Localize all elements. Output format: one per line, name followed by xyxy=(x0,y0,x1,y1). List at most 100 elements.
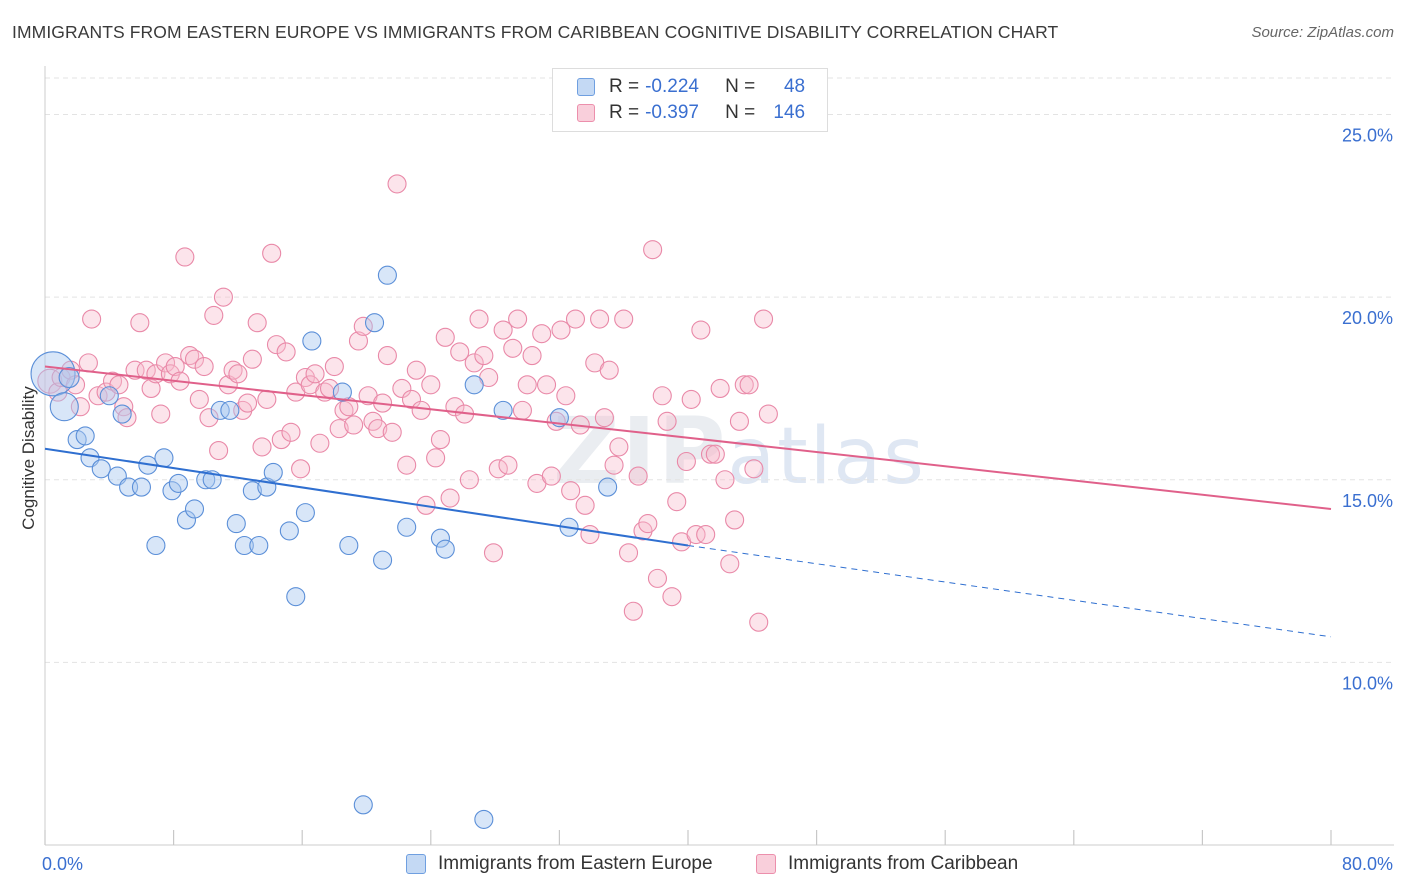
caribbean-point xyxy=(204,305,224,325)
caribbean-point xyxy=(749,612,769,632)
caribbean-point xyxy=(508,309,528,329)
eastern-europe-point xyxy=(302,331,322,351)
caribbean-point xyxy=(70,397,90,417)
bottom-legend-eastern-europe: Immigrants from Eastern Europe xyxy=(406,851,713,877)
caribbean-point xyxy=(48,382,68,402)
caribbean-point xyxy=(397,455,417,475)
caribbean-point xyxy=(165,356,185,377)
caribbean-point xyxy=(681,389,701,409)
caribbean-point xyxy=(594,408,614,428)
caribbean-point xyxy=(291,459,311,479)
caribbean-point xyxy=(710,378,730,399)
eastern-europe-point xyxy=(75,426,95,446)
caribbean-point xyxy=(469,309,489,329)
legend-n-value: 48 xyxy=(783,76,806,97)
watermark-atlas: atlas xyxy=(727,412,926,502)
eastern-europe-point xyxy=(91,459,111,479)
caribbean-point xyxy=(618,543,639,563)
y-tick-label: 10.0% xyxy=(1342,673,1393,693)
eastern-europe-point xyxy=(146,535,166,556)
caribbean-point xyxy=(392,378,412,399)
eastern-europe-point xyxy=(30,351,76,397)
caribbean-point xyxy=(262,243,282,263)
caribbean-point xyxy=(324,356,344,377)
eastern-europe-point xyxy=(242,481,262,501)
eastern-europe-point xyxy=(373,550,393,570)
caribbean-point xyxy=(156,353,176,373)
caribbean-point xyxy=(435,327,455,347)
caribbean-point xyxy=(565,309,586,329)
caribbean-point xyxy=(744,459,764,479)
caribbean-point xyxy=(353,316,373,336)
eastern-europe-point xyxy=(196,470,216,490)
bottom-legend-caribbean: Immigrants from Caribbean xyxy=(756,851,1018,877)
caribbean-point xyxy=(623,601,643,621)
caribbean-point xyxy=(406,360,426,380)
bottom-legend-label: Immigrants from Caribbean xyxy=(788,853,1019,874)
caribbean-point xyxy=(242,349,262,369)
caribbean-point xyxy=(136,360,156,380)
eastern-europe-point xyxy=(234,535,254,556)
bottom-legend-swatch-pink xyxy=(756,854,776,874)
eastern-europe-trend-extension xyxy=(687,545,1332,638)
caribbean-point xyxy=(228,364,248,384)
caribbean-point xyxy=(426,448,446,468)
caribbean-point xyxy=(257,389,277,409)
caribbean-point xyxy=(536,375,557,395)
eastern-europe-point xyxy=(162,481,182,501)
eastern-europe-point xyxy=(474,809,494,829)
caribbean-point xyxy=(237,393,258,413)
chart-source: Source: ZipAtlas.com xyxy=(1251,24,1394,41)
eastern-europe-point xyxy=(464,375,484,395)
caribbean-point xyxy=(551,320,571,340)
caribbean-point xyxy=(368,419,388,439)
caribbean-point xyxy=(114,397,134,417)
caribbean-point xyxy=(411,400,431,420)
caribbean-point xyxy=(125,360,145,380)
caribbean-point xyxy=(720,554,740,574)
caribbean-point xyxy=(575,495,595,515)
caribbean-point xyxy=(377,346,397,366)
caribbean-point xyxy=(725,510,745,530)
eastern-europe-point xyxy=(131,477,151,497)
eastern-europe-point xyxy=(339,535,359,556)
caribbean-point xyxy=(643,240,663,260)
caribbean-point xyxy=(421,375,441,395)
eastern-europe-point xyxy=(58,366,80,389)
caribbean-point xyxy=(151,404,171,424)
caribbean-point xyxy=(247,313,267,333)
caribbean-point xyxy=(705,444,725,464)
eastern-europe-point xyxy=(99,386,119,406)
eastern-europe-point xyxy=(49,392,79,422)
caribbean-point xyxy=(667,492,687,512)
legend-n-label: N = xyxy=(725,102,756,123)
caribbean-point xyxy=(109,375,129,395)
caribbean-point xyxy=(676,451,696,472)
caribbean-point xyxy=(503,338,523,358)
caribbean-point xyxy=(430,430,450,450)
caribbean-point xyxy=(686,524,706,545)
caribbean-point xyxy=(281,422,301,442)
caribbean-point xyxy=(213,287,233,307)
caribbean-point xyxy=(754,309,774,329)
caribbean-point xyxy=(517,375,537,395)
eastern-europe-point xyxy=(286,587,306,607)
y-axis-label: Cognitive Disability xyxy=(19,386,38,530)
caribbean-point xyxy=(130,313,150,333)
eastern-europe-point xyxy=(364,313,385,333)
y-tick-label: 15.0% xyxy=(1342,491,1393,511)
caribbean-point xyxy=(556,386,576,406)
caribbean-point xyxy=(493,320,513,340)
caribbean-point xyxy=(580,524,600,545)
caribbean-point xyxy=(184,349,205,369)
caribbean-point xyxy=(189,389,209,409)
caribbean-point xyxy=(488,459,508,479)
grid-lines xyxy=(45,77,1394,663)
caribbean-point xyxy=(657,411,677,431)
eastern-europe-point xyxy=(377,265,397,285)
caribbean-point xyxy=(739,375,759,395)
caribbean-point xyxy=(175,247,195,267)
bottom-legend-swatch-blue xyxy=(406,854,426,874)
eastern-europe-point xyxy=(295,503,315,523)
